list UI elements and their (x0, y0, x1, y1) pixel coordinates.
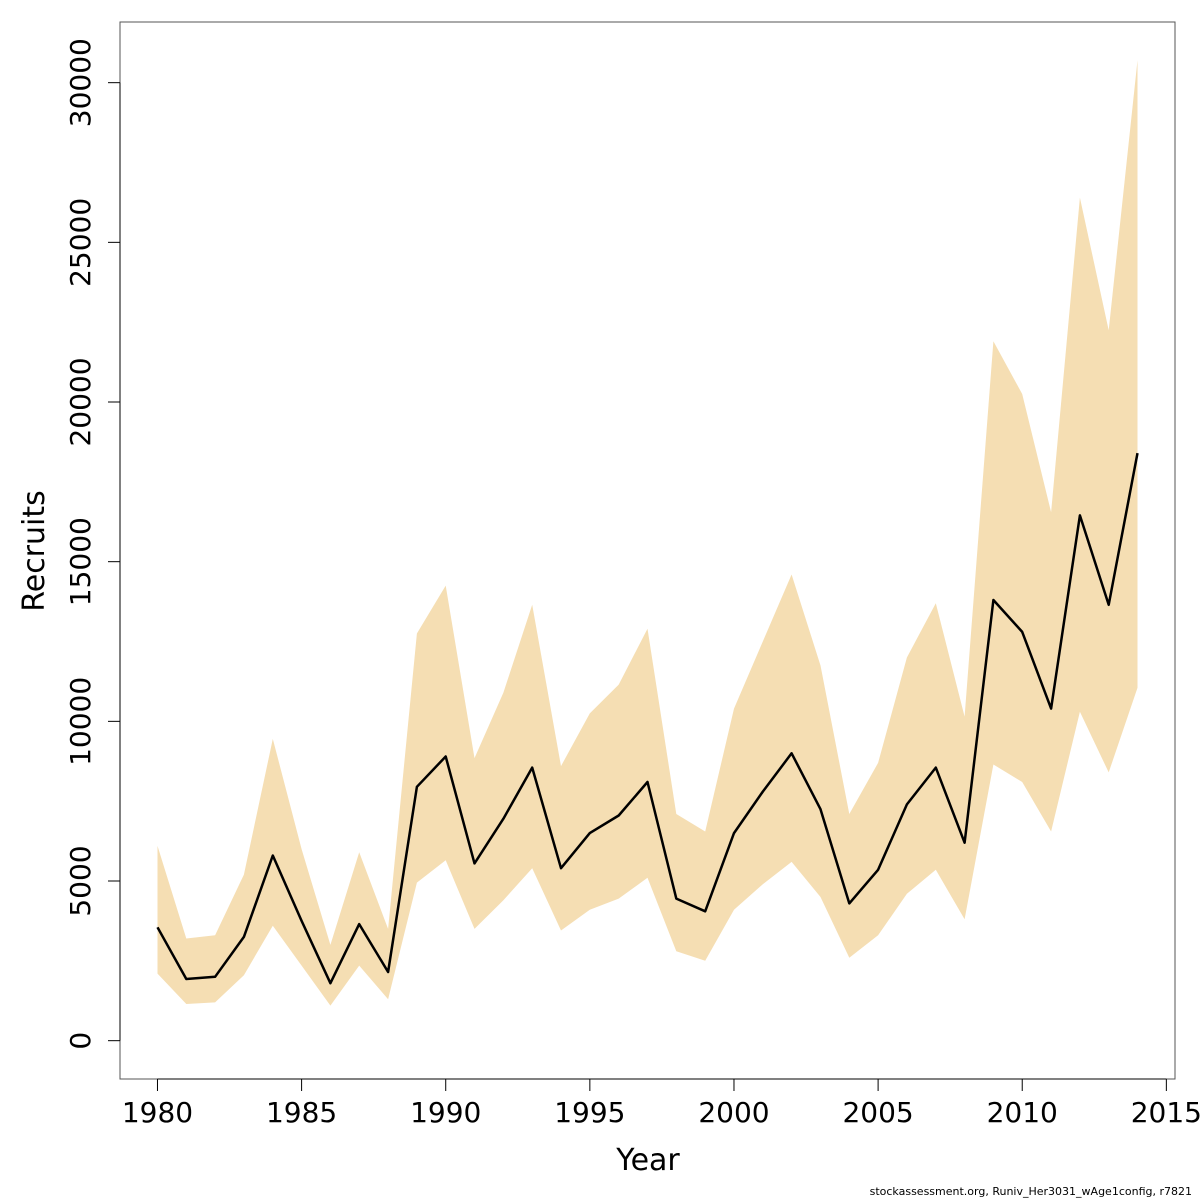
x-axis: 1980 1985 1990 1995 2000 2005 2010 2015 (122, 1078, 1200, 1129)
y-tick-label: 0 (64, 1032, 97, 1050)
x-tick-label: 2010 (987, 1096, 1058, 1129)
x-tick-label: 2005 (842, 1096, 913, 1129)
y-tick-label: 30000 (64, 38, 97, 127)
x-tick-label: 1990 (410, 1096, 481, 1129)
x-tick-label: 2015 (1131, 1096, 1200, 1129)
x-tick-label: 1995 (554, 1096, 625, 1129)
y-tick-label: 10000 (64, 677, 97, 766)
y-axis-title: Recruits (17, 490, 52, 612)
y-tick-label: 15000 (64, 517, 97, 606)
x-tick-label: 1985 (266, 1096, 337, 1129)
confidence-band (157, 60, 1138, 1006)
x-axis-title: Year (615, 1143, 680, 1178)
recruits-line (156, 452, 1139, 985)
x-tick-label: 2000 (698, 1096, 769, 1129)
y-tick-label: 20000 (64, 357, 97, 446)
y-tick-label: 25000 (64, 198, 97, 287)
y-tick-label: 5000 (64, 845, 97, 916)
x-tick-label: 1980 (122, 1096, 193, 1129)
y-axis: 0 5000 10000 15000 20000 25000 30000 (64, 38, 121, 1050)
source-caption: stockassessment.org, Runiv_Her3031_wAge1… (869, 1185, 1192, 1198)
